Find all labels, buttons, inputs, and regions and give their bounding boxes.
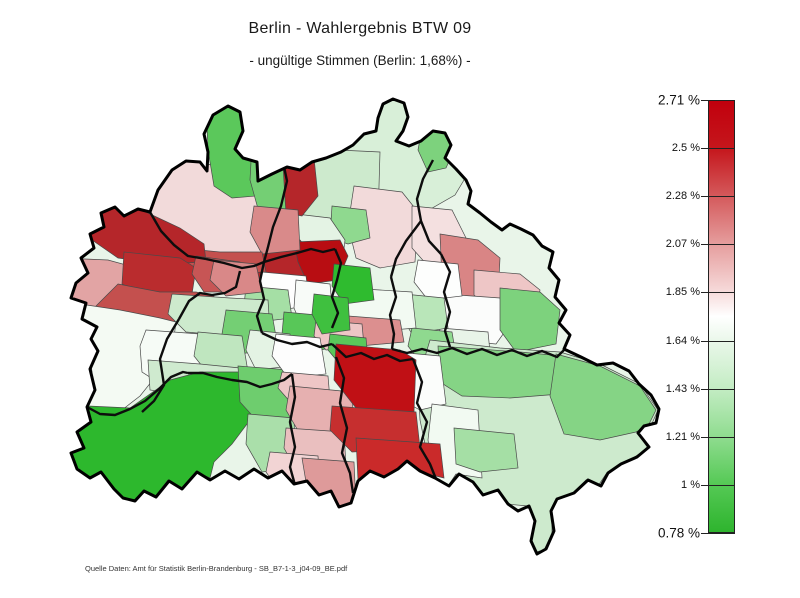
map-region-wittenau-salmon xyxy=(249,205,301,255)
borough-border-5 xyxy=(415,159,442,255)
borough-border-17 xyxy=(86,370,189,417)
borough-border-14 xyxy=(334,356,355,494)
map-region-adlershof xyxy=(453,427,519,473)
map-title: Berlin - Wahlergebnis BTW 09 xyxy=(248,20,472,37)
borough-border-16 xyxy=(188,371,293,389)
borough-border-7 xyxy=(388,276,398,350)
map-regions-layer xyxy=(71,99,659,554)
map-region-prenzlauerberg-green-2 xyxy=(311,293,351,335)
borough-border-18 xyxy=(177,270,242,320)
berlin-outline xyxy=(69,97,661,556)
borough-border-9 xyxy=(255,261,266,334)
borough-border-4 xyxy=(330,248,343,329)
borough-border-0 xyxy=(148,211,207,261)
borough-border-6 xyxy=(389,220,422,278)
borough-border-3 xyxy=(263,247,336,264)
borough-border-11 xyxy=(331,343,414,363)
borough-border-19 xyxy=(141,318,181,413)
borough-border-10 xyxy=(261,331,333,349)
map-region-rudow-red xyxy=(355,437,445,481)
map-subtitle: - ungültige Stimmen (Berlin: 1,68%) - xyxy=(249,53,471,68)
borough-border-15 xyxy=(288,373,297,486)
borough-border-2 xyxy=(262,156,289,263)
borough-border-8 xyxy=(439,253,452,348)
borough-border-12 xyxy=(391,346,565,359)
map-region-mahlsdorf xyxy=(499,287,561,353)
map-region-charlottenburg-nord-salmon xyxy=(209,259,263,297)
source-note: Quelle Daten: Amt für Statistik Berlin-B… xyxy=(85,564,348,573)
map-region-prenzlauerberg-green xyxy=(331,263,375,305)
borough-border-13 xyxy=(411,358,438,480)
borough-border-1 xyxy=(205,257,265,270)
borough-borders-layer xyxy=(86,156,565,494)
